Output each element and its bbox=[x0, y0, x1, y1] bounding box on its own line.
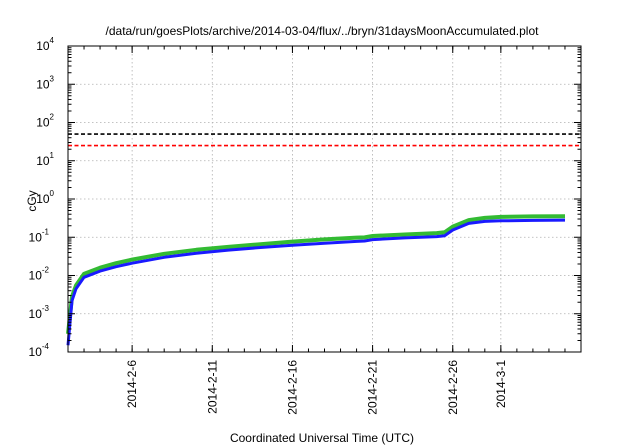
y-tick-exponent: 2 bbox=[50, 113, 55, 122]
y-tick-exponent: -2 bbox=[42, 266, 50, 275]
y-tick-base: 10 bbox=[29, 345, 43, 359]
y-tick-label: 10-3 bbox=[29, 304, 50, 321]
y-tick-base: 10 bbox=[36, 39, 50, 53]
y-tick-exponent: -1 bbox=[42, 227, 50, 236]
y-tick-base: 10 bbox=[29, 269, 43, 283]
chart-title: /data/run/goesPlots/archive/2014-03-04/f… bbox=[106, 24, 540, 38]
y-tick-base: 10 bbox=[36, 77, 50, 91]
y-tick-label: 101 bbox=[36, 151, 54, 168]
y-tick-label: 100 bbox=[36, 189, 54, 206]
y-tick-exponent: 3 bbox=[50, 74, 55, 83]
series-layer bbox=[66, 214, 566, 346]
y-tick-base: 10 bbox=[36, 154, 50, 168]
y-tick-base: 10 bbox=[36, 116, 50, 130]
x-tick-label: 2014-2-16 bbox=[285, 360, 299, 415]
x-tick-label: 2014-2-21 bbox=[366, 360, 380, 415]
x-tick-label: 2014-2-11 bbox=[205, 360, 219, 414]
reference-lines-layer bbox=[68, 133, 581, 147]
y-tick-exponent: -3 bbox=[42, 304, 50, 313]
y-axis-label: cGy bbox=[25, 190, 39, 211]
y-tick-label: 103 bbox=[36, 74, 54, 91]
y-tick-label: 10-4 bbox=[29, 342, 50, 359]
y-tick-label: 102 bbox=[36, 113, 54, 130]
y-tick-exponent: 1 bbox=[50, 151, 55, 160]
grid-layer bbox=[68, 46, 581, 352]
y-tick-exponent: 0 bbox=[50, 189, 55, 198]
y-tick-exponent: -4 bbox=[42, 342, 50, 351]
tick-marks-layer bbox=[67, 45, 582, 353]
x-tick-labels: 2014-2-6 2014-2-11 2014-2-16 2014-2-21 2014-… bbox=[125, 360, 508, 415]
x-tick-label: 2014-2-6 bbox=[125, 360, 139, 408]
y-tick-label: 10-2 bbox=[29, 266, 50, 283]
y-tick-base: 10 bbox=[29, 307, 43, 321]
y-tick-base: 10 bbox=[36, 192, 50, 206]
blue-series-line bbox=[66, 218, 566, 346]
green-series-line bbox=[66, 214, 566, 335]
y-tick-exponent: 4 bbox=[50, 36, 55, 45]
y-tick-base: 10 bbox=[29, 230, 43, 244]
x-axis-label: Coordinated Universal Time (UTC) bbox=[230, 431, 414, 445]
y-tick-label: 104 bbox=[36, 36, 54, 53]
x-tick-label: 2014-2-26 bbox=[446, 360, 460, 415]
y-tick-label: 10-1 bbox=[29, 227, 50, 244]
x-tick-label: 2014-3-1 bbox=[494, 360, 508, 408]
